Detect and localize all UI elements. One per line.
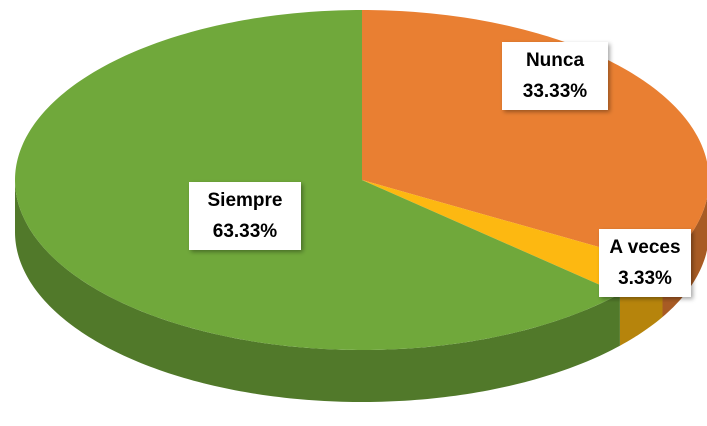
slice	[362, 180, 663, 294]
label-category: Siempre	[208, 190, 283, 211]
label-value: 3.33%	[618, 268, 672, 289]
label-box	[599, 229, 691, 297]
label-value: 33.33%	[523, 81, 588, 102]
label-category: Nunca	[526, 50, 585, 71]
slice-side	[15, 180, 620, 402]
label-value: 63.33%	[213, 221, 278, 242]
slice	[362, 10, 707, 265]
label-box	[502, 42, 608, 110]
label-category: A veces	[609, 237, 680, 258]
label-box	[189, 182, 301, 250]
slice	[15, 10, 620, 350]
